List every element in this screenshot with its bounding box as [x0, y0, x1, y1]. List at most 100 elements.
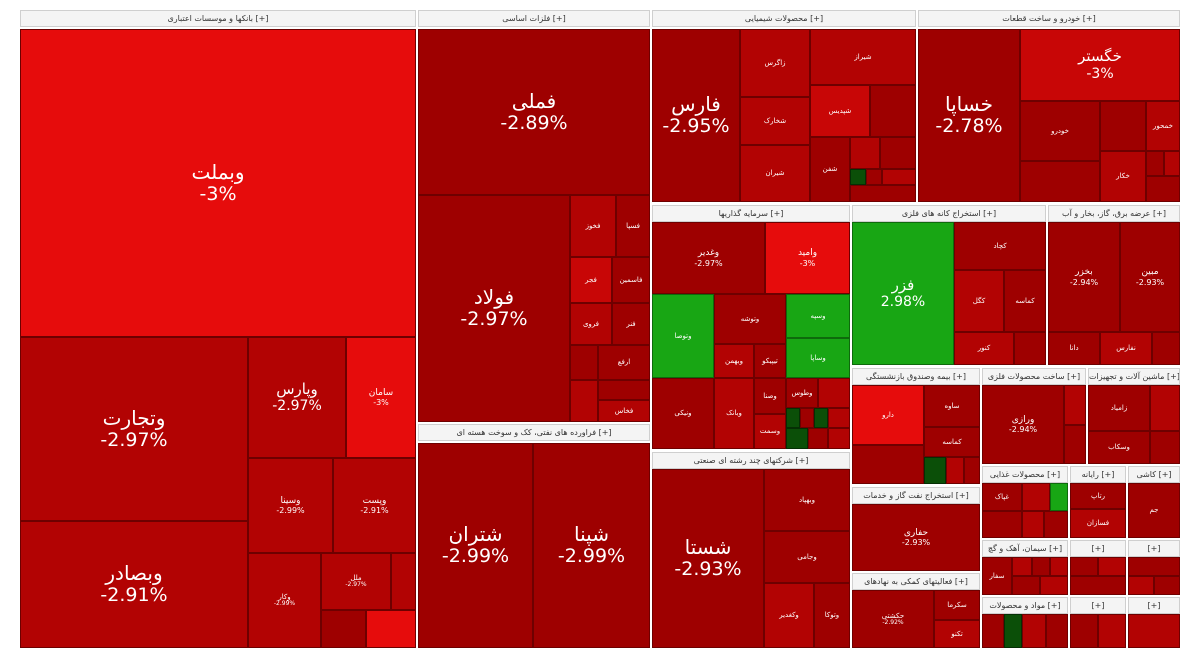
section-header[interactable]: [+]	[1070, 597, 1126, 614]
tile-kerman[interactable]: سکرما	[934, 590, 980, 620]
tile-vamid[interactable]: وامید -3%	[765, 222, 850, 294]
tile-small[interactable]	[850, 169, 866, 185]
tile-vratpa[interactable]: وتوکا	[814, 583, 850, 648]
tile-hkeshti[interactable]: حکشتی -2.92%	[852, 590, 934, 648]
tile-fakhas[interactable]: فخاس	[598, 400, 650, 422]
section-header[interactable]: ساخت محصولات فلزی [+]	[982, 368, 1086, 385]
tile-vtoosha[interactable]: وتوشه	[714, 294, 786, 344]
tile-dana[interactable]: دانا	[1048, 332, 1100, 365]
tile-kemed[interactable]: کماسه	[924, 427, 980, 457]
tile-fghadir[interactable]: فجر	[570, 257, 612, 303]
tile-small[interactable]	[828, 428, 850, 449]
tile-fsepa[interactable]: فسپا	[616, 195, 650, 257]
tile-small[interactable]	[882, 169, 916, 185]
tile-vraz[interactable]: ورازی -2.94%	[982, 385, 1064, 464]
tile-vpars[interactable]: وپارس -2.97%	[248, 337, 346, 458]
section-header[interactable]: فعالیتهای کمکی به نهادهای [+]	[852, 573, 980, 590]
section-header[interactable]: استخراج کانه های فلزی [+]	[852, 205, 1046, 222]
tile-shekharak[interactable]: شخارک	[740, 97, 810, 145]
section-header[interactable]: ماشین آلات و تجهیزات [+]	[1088, 368, 1180, 385]
tile-small[interactable]	[570, 345, 598, 380]
tile-small[interactable]	[391, 553, 416, 610]
tile-shiraz[interactable]: شیراز	[810, 29, 916, 85]
tile-small[interactable]	[1070, 576, 1126, 595]
tile-small[interactable]	[850, 185, 916, 202]
tile-small[interactable]	[814, 408, 828, 428]
tile-small[interactable]	[1022, 483, 1050, 511]
tile-small[interactable]	[1014, 332, 1046, 365]
tile-hmelli[interactable]: فروی	[570, 303, 612, 345]
tile-khekaar[interactable]: خکار	[1100, 151, 1146, 202]
tile-shapna[interactable]: شپنا -2.99%	[533, 443, 650, 648]
tile-daroo[interactable]: دارو	[852, 385, 924, 445]
tile-small[interactable]	[1046, 614, 1068, 648]
tile-tipiko[interactable]: تیپیکو	[754, 344, 786, 378]
tile-small[interactable]	[1012, 557, 1032, 576]
tile-vkhark[interactable]: وجامی	[764, 531, 850, 583]
tile-khasapa[interactable]: خساپا -2.78%	[918, 29, 1020, 202]
tile-small[interactable]	[818, 378, 850, 408]
tile-green-investment[interactable]: وتوصا	[652, 294, 714, 378]
tile-fanar[interactable]: فنر	[612, 303, 650, 345]
tile-vnic[interactable]: ونیکی	[652, 378, 714, 449]
tile-shetran[interactable]: شتران -2.99%	[418, 443, 533, 648]
tile-small[interactable]	[1150, 385, 1180, 431]
tile-jam[interactable]: جم	[1128, 483, 1180, 538]
tile-small[interactable]	[1050, 483, 1068, 511]
tile-small[interactable]	[1020, 161, 1100, 202]
tile-small[interactable]	[866, 169, 882, 185]
tile-khodro[interactable]: خودرو	[1020, 101, 1100, 161]
tile-small[interactable]	[1152, 332, 1180, 365]
tile-small[interactable]	[321, 610, 366, 648]
tile-small[interactable]	[1154, 576, 1180, 595]
tile-small[interactable]	[1146, 151, 1164, 176]
tile-sfars[interactable]: سفار	[982, 557, 1012, 595]
tile-kemas[interactable]: کماسه	[1004, 270, 1046, 332]
tile-small[interactable]	[880, 137, 916, 169]
tile-small[interactable]	[964, 457, 980, 484]
tile-vmelal[interactable]: ملل -2.97%	[321, 553, 391, 610]
tile-vbmellat[interactable]: وبملت -3%	[20, 29, 416, 337]
section-header[interactable]: مواد و محصولات [+]	[982, 597, 1068, 614]
section-header[interactable]: استخراج نفت گاز و خدمات [+]	[852, 487, 980, 504]
tile-vbsader[interactable]: وبصادر -2.91%	[20, 521, 248, 648]
section-header[interactable]: سیمان، آهک و گچ [+]	[982, 540, 1068, 557]
tile-vsakhat[interactable]: وصنا	[754, 378, 786, 414]
section-header[interactable]: شرکتهای چند رشته ای صنعتی [+]	[652, 452, 850, 469]
section-header[interactable]: رایانه [+]	[1070, 466, 1126, 483]
tile-small[interactable]	[850, 137, 880, 169]
tile-teknd[interactable]: تکنو	[934, 620, 980, 648]
tile-small[interactable]	[946, 457, 964, 484]
tile-small[interactable]	[1164, 151, 1180, 176]
tile-kegol[interactable]: کگل	[954, 270, 1004, 332]
tile-vkar[interactable]: وکار -2.99%	[248, 553, 321, 648]
tile-small[interactable]	[366, 610, 416, 648]
tile-small[interactable]	[1004, 614, 1022, 648]
tile-khegostar[interactable]: خگستر -3%	[1020, 29, 1180, 101]
tile-small[interactable]	[1022, 614, 1046, 648]
tile-khemoher[interactable]: خمحور	[1146, 101, 1180, 151]
tile-fazar[interactable]: فزر 2.98%	[852, 222, 954, 365]
tile-vmahan[interactable]: وطوس	[786, 378, 818, 408]
tile-vbank[interactable]: وبانک	[714, 378, 754, 449]
tile-shiran[interactable]: شیران	[740, 145, 810, 202]
section-header[interactable]: سرمایه گذاریها [+]	[652, 205, 850, 222]
tile-saman[interactable]: سامان -3%	[346, 337, 416, 458]
tile-shenafr[interactable]: شفن	[810, 137, 850, 202]
tile-saveh[interactable]: ساوه	[924, 385, 980, 427]
tile-shpdis[interactable]: شپدیس	[810, 85, 870, 137]
tile-small[interactable]	[786, 428, 808, 449]
tile-fkhuz[interactable]: فخوز	[570, 195, 616, 257]
tile-small[interactable]	[1044, 511, 1068, 538]
tile-small[interactable]	[1032, 557, 1050, 576]
tile-vsamt[interactable]: وسمت	[754, 414, 786, 449]
section-header[interactable]: فلزات اساسی [+]	[418, 10, 650, 27]
tile-small[interactable]	[1012, 576, 1040, 595]
tile-small[interactable]	[1150, 431, 1180, 464]
tile-small[interactable]	[786, 408, 800, 428]
tile-vsina[interactable]: وسینا -2.99%	[248, 458, 333, 553]
tile-small[interactable]	[1070, 557, 1098, 576]
tile-small[interactable]	[1064, 385, 1086, 425]
tile-vbhardn[interactable]: وبهپاد	[764, 469, 850, 531]
section-header[interactable]: عرضه برق، گاز، بخار و آب [+]	[1048, 205, 1180, 222]
